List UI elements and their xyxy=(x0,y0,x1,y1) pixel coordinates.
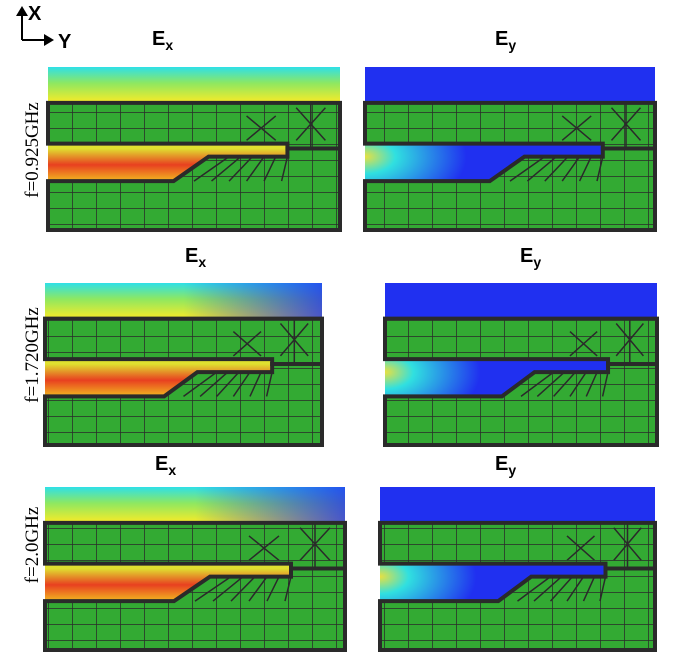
mesh-detail xyxy=(509,104,642,182)
panel-title: Ey xyxy=(495,453,516,478)
axis-y-label: Y xyxy=(58,31,72,53)
title-main: E xyxy=(520,245,533,267)
mesh-block xyxy=(46,100,342,151)
panel-title: Ex xyxy=(155,453,176,478)
field-panel xyxy=(43,487,347,652)
title-sub: y xyxy=(533,254,541,270)
mesh-block xyxy=(363,146,657,232)
mesh-block xyxy=(363,100,657,151)
mesh-block xyxy=(43,566,347,652)
title-main: E xyxy=(495,453,508,475)
axis-indicator: X Y xyxy=(16,3,72,53)
mesh-block xyxy=(43,520,347,571)
frequency-label: f=0.925GHz xyxy=(22,102,43,198)
title-main: E xyxy=(185,245,198,267)
mesh-detail xyxy=(517,524,642,602)
axis-x-label: X xyxy=(28,3,42,25)
field-panel xyxy=(43,283,324,447)
panel-title: Ey xyxy=(495,28,516,53)
field-panel xyxy=(383,283,659,447)
mesh-detail xyxy=(183,320,309,398)
frequency-label: f=1.720GHz xyxy=(22,307,43,403)
mesh-block xyxy=(383,362,659,447)
mesh-block xyxy=(378,520,657,571)
title-sub: y xyxy=(508,462,516,478)
mesh-block xyxy=(378,566,657,652)
field-panel xyxy=(46,67,342,232)
mesh-detail xyxy=(193,104,326,182)
title-main: E xyxy=(152,28,165,50)
title-sub: y xyxy=(508,37,516,53)
panel-title: Ex xyxy=(185,245,206,270)
panel-title: Ex xyxy=(152,28,173,53)
field-panel xyxy=(378,487,657,652)
mesh-block xyxy=(43,316,324,366)
panel-title: Ey xyxy=(520,245,541,270)
frequency-label: f=2.0GHz xyxy=(22,507,43,584)
title-sub: x xyxy=(168,462,176,478)
field-panel xyxy=(363,67,657,232)
mesh-block xyxy=(43,362,324,447)
mesh-block xyxy=(383,316,659,366)
title-sub: x xyxy=(198,254,206,270)
title-main: E xyxy=(495,28,508,50)
title-main: E xyxy=(155,453,168,475)
mesh-block xyxy=(46,146,342,232)
mesh-detail xyxy=(194,524,331,602)
title-sub: x xyxy=(165,37,173,53)
mesh-detail xyxy=(520,320,644,398)
